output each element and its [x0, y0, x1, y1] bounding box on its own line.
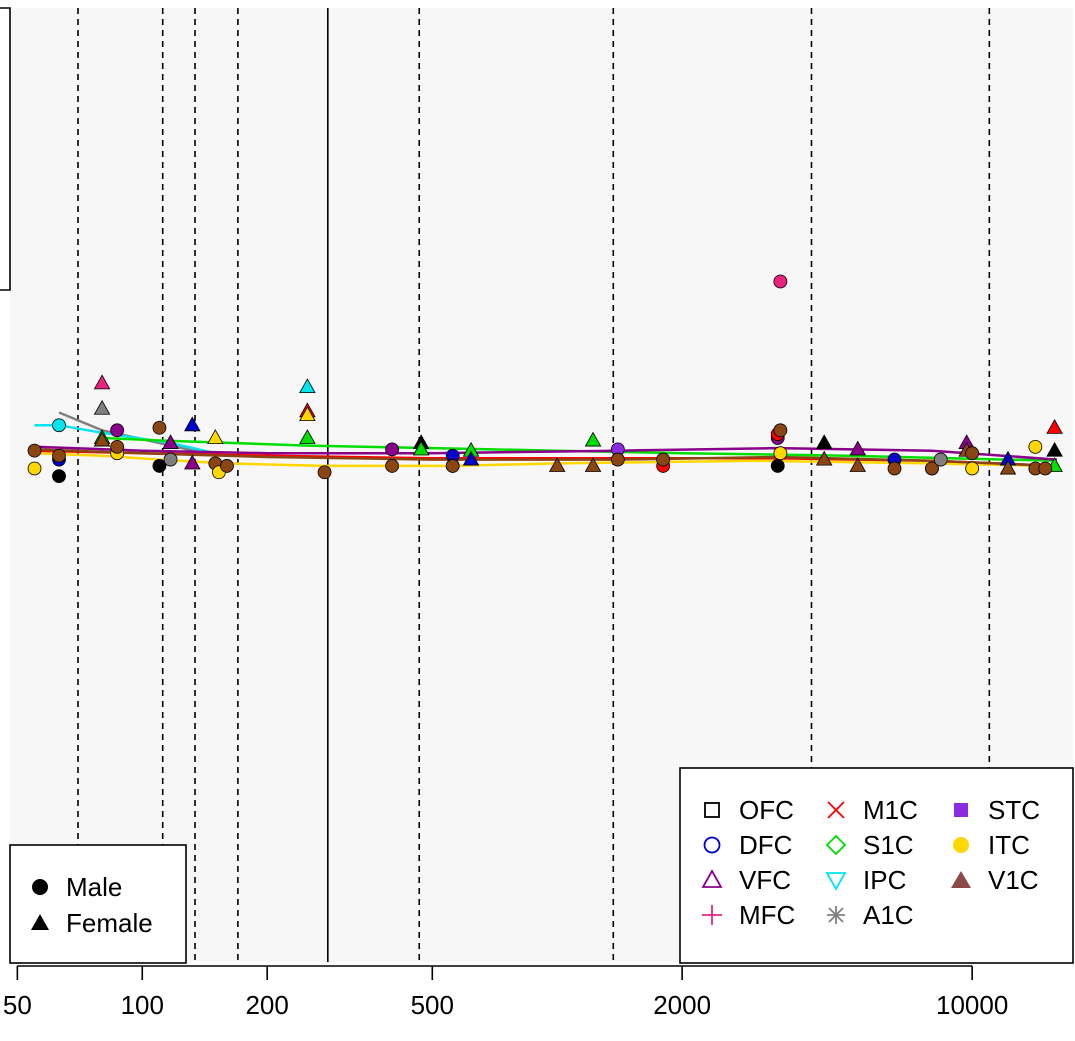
point-dfc-female: [462, 450, 480, 466]
point-v1c-female: [93, 431, 111, 447]
x-tick-label: 2000: [653, 990, 711, 1020]
x-tick-label: 500: [411, 990, 454, 1020]
legend-label-s1c: S1C: [863, 830, 914, 860]
trend-line-s1c: [102, 436, 1057, 463]
point-v1c-male: [110, 439, 125, 454]
x-tick-label: 50: [3, 990, 32, 1020]
point-v1c-male: [385, 459, 399, 473]
point-dfc-female: [184, 416, 201, 432]
trend-line-v1c: [34, 448, 1057, 468]
point-v1c-male: [220, 459, 234, 473]
point-v1c-male: [610, 452, 625, 467]
legend-label-v1c: V1C: [988, 865, 1039, 895]
legend-label-m1c: M1C: [863, 795, 918, 825]
trend-line-vfc: [34, 445, 1057, 461]
legend-ipc-icon: [825, 872, 847, 891]
point-v1c-female: [849, 457, 867, 472]
point-itc-female: [207, 429, 224, 444]
point-ipc-female: [299, 378, 316, 394]
point-vfc-female: [849, 440, 867, 456]
point-v1c-female: [815, 450, 833, 466]
legend-label-dfc: DFC: [739, 830, 792, 860]
point-vfc-male: [110, 423, 125, 438]
point-mfc-male: [773, 274, 788, 289]
legend-s1c-icon: [825, 834, 847, 856]
point-vfc-female: [162, 434, 179, 450]
point-itc-male: [773, 446, 788, 461]
legend-label-a1c: A1C: [863, 900, 914, 930]
legend-label-ofc: OFC: [739, 795, 794, 825]
point-v1c-male: [773, 423, 788, 438]
legend-label-itc: ITC: [988, 830, 1030, 860]
data-points: [27, 274, 1063, 483]
point-a1c-male: [163, 452, 178, 467]
x-tick-label: 200: [245, 990, 288, 1020]
point-vfc-male: [385, 442, 399, 457]
legend-label-female: Female: [66, 908, 153, 938]
legend-itc-icon: [953, 837, 969, 853]
point-ipc-male: [52, 418, 66, 433]
point-m1c-female: [1046, 418, 1063, 434]
legend-triangle-icon: [31, 914, 49, 930]
point-mfc-female: [93, 374, 111, 390]
legend-ofc-icon: [704, 802, 720, 818]
point-v1c-male: [965, 446, 980, 461]
point-vfc-female: [184, 454, 201, 470]
point-s1c-female: [412, 440, 430, 456]
region-legend-box: [679, 767, 1074, 964]
point-v1c-male: [887, 461, 902, 476]
point-ofc-male: [770, 459, 785, 473]
legend-v1c-icon: [951, 871, 971, 888]
legend-label-stc: STC: [988, 795, 1040, 825]
legend-circle-icon: [32, 879, 48, 895]
point-v1c-female: [548, 457, 566, 472]
legend-mfc-icon: [702, 905, 722, 925]
point-ofc-female: [1046, 441, 1063, 457]
x-axis: 50 100 200 500 2000 10000: [3, 965, 1008, 1020]
point-ofc-male: [52, 469, 66, 483]
point-s1c-female: [299, 429, 316, 444]
point-v1c-male: [27, 443, 42, 458]
sex-legend-box: [9, 844, 187, 964]
point-itc-male: [27, 461, 42, 476]
point-v1c-male: [445, 459, 460, 473]
legend-label-vfc: VFC: [739, 865, 791, 895]
clipped-frame: [0, 7, 11, 291]
point-a1c-male: [933, 452, 948, 467]
legend-dfc-icon: [703, 836, 721, 854]
legend-a1c-icon: [827, 906, 845, 924]
point-v1c-male: [152, 420, 167, 435]
legend-stc-icon: [954, 803, 968, 817]
legend-label-mfc: MFC: [739, 900, 795, 930]
legend-vfc-icon: [701, 869, 723, 888]
point-v1c-male: [656, 452, 671, 467]
x-tick-label: 100: [121, 990, 164, 1020]
point-v1c-male: [52, 448, 66, 463]
point-v1c-male: [1038, 461, 1053, 476]
legend-m1c-icon: [827, 801, 845, 819]
point-itc-male: [965, 461, 980, 476]
point-s1c-female: [584, 431, 602, 447]
region-legend: OFC DFC VFC MFC M1C S1C IPC A1C STC ITC V1C: [679, 767, 1074, 964]
point-v1c-male: [317, 465, 332, 480]
legend-label-male: Male: [66, 872, 122, 902]
point-ofc-female: [815, 434, 833, 450]
point-a1c-female: [93, 399, 111, 415]
point-itc-female: [299, 406, 316, 422]
point-v1c-male: [925, 461, 939, 476]
point-v1c-female: [584, 457, 602, 472]
point-itc-male: [1028, 439, 1043, 454]
x-tick-label: 10000: [936, 990, 1008, 1020]
sex-legend: Male Female: [9, 844, 187, 964]
point-ofc-male: [152, 459, 167, 473]
legend-label-ipc: IPC: [863, 865, 906, 895]
point-v1c-female: [999, 459, 1017, 475]
